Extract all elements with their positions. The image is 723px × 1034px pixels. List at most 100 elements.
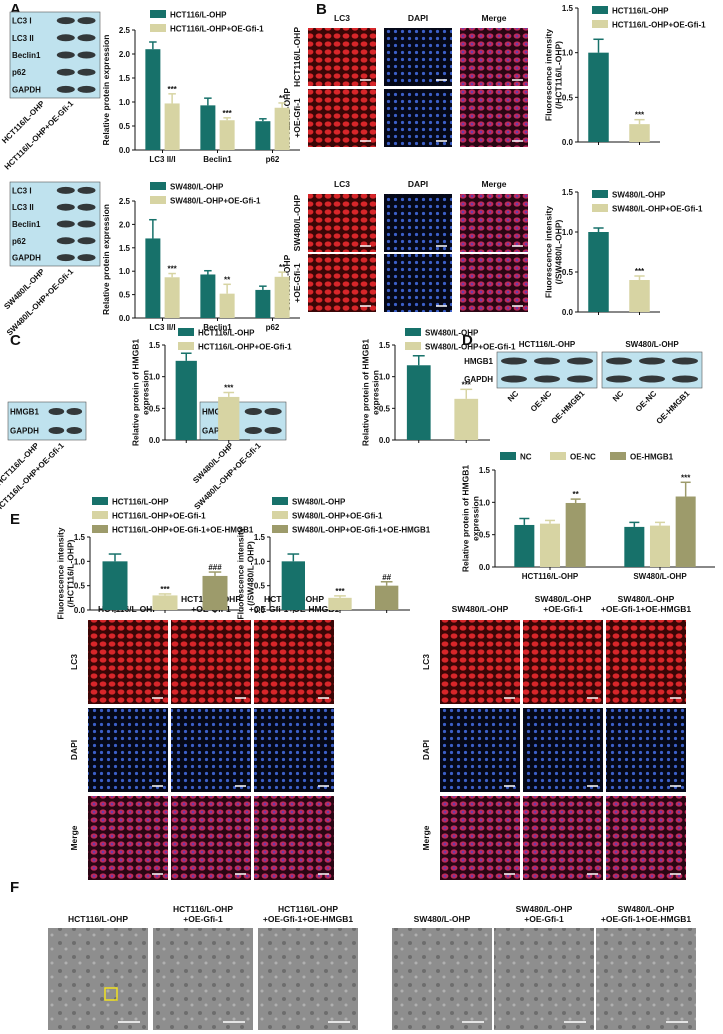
legend-label: NC xyxy=(520,453,532,462)
significance-label: *** xyxy=(167,85,177,94)
bar xyxy=(675,496,696,567)
blot-row-label: HMGB1 xyxy=(202,408,231,417)
y-axis-label-group: Relative protein expression xyxy=(101,204,111,315)
bar xyxy=(200,274,216,318)
blot xyxy=(496,351,598,389)
micrograph-row-label: DAPI xyxy=(421,740,431,760)
significance-label: *** xyxy=(167,265,177,274)
micrograph-column-label-group: HCT116/L-OHP xyxy=(98,604,158,614)
y-axis-label: Relative protein of HMGB1 xyxy=(131,339,141,446)
y-tick-label: 1.0 xyxy=(379,373,391,382)
y-tick-label: 0.0 xyxy=(254,606,266,615)
blot-row-label: GAPDH xyxy=(464,375,493,384)
y-tick-label: 1.5 xyxy=(562,188,574,197)
y-axis-label-group: Relative protein of HMGB1 expression xyxy=(361,339,381,446)
legend-swatch xyxy=(272,497,288,505)
blot-lane-label: OE-HMGB1 xyxy=(655,389,692,426)
micrograph xyxy=(308,254,376,312)
blot-band xyxy=(77,220,96,228)
x-tick-label: p62 xyxy=(266,323,280,332)
micrograph xyxy=(606,620,686,704)
micrograph-row-label: LC3 xyxy=(421,654,431,670)
blot-band xyxy=(77,186,96,194)
legend-swatch xyxy=(592,190,608,198)
micrograph-row-label: LC3 xyxy=(69,654,79,670)
micrograph-column-label: DAPI xyxy=(408,179,428,189)
bar xyxy=(274,107,290,150)
micrograph xyxy=(308,89,376,147)
micrograph xyxy=(384,194,452,252)
tem-column-label: SW480/L-OHP xyxy=(516,904,573,914)
micrograph-column-label-group: SW480/L-OHP+OE-Gfi-1 xyxy=(535,594,592,614)
legend-label: SW480/L-OHP+OE-Gfi-1 xyxy=(170,197,261,206)
y-axis-label: (/HCT116/L-OHP) xyxy=(66,539,76,607)
y-tick-label: 1.0 xyxy=(562,228,574,237)
y-axis-label: Fluorescence intensity xyxy=(544,29,554,121)
blot-band xyxy=(56,254,75,262)
tem-column-label: +OE-Gfi-1 xyxy=(524,914,564,924)
legend-label: SW480/L-OHP xyxy=(425,329,479,338)
legend-swatch xyxy=(92,525,108,533)
blot-band xyxy=(606,357,632,365)
legend-label: SW480/L-OHP+OE-Gfi-1+OE-HMGB1 xyxy=(292,526,431,535)
y-axis-label: Relative protein expression xyxy=(101,34,111,145)
y-axis-label-group: Relative protein of HMGB1 expression xyxy=(131,339,151,446)
significance-label: *** xyxy=(635,267,645,276)
y-tick-label: 1.0 xyxy=(562,49,574,58)
bar xyxy=(539,523,561,567)
blot-lane-label: NC xyxy=(611,389,626,404)
y-tick-label: 0.5 xyxy=(379,404,391,413)
bar xyxy=(629,124,650,142)
micrograph xyxy=(460,194,528,252)
micrograph xyxy=(171,796,251,880)
x-tick-label: Beclin1 xyxy=(203,323,232,332)
y-tick-label: 0.5 xyxy=(74,582,86,591)
blot-band xyxy=(672,375,698,383)
y-axis-label-group: Fluorescence intensity (/HCT116/L-OHP) xyxy=(56,527,76,619)
blot-band xyxy=(56,34,75,42)
blot-band xyxy=(639,375,665,383)
y-tick-label: 1.0 xyxy=(119,98,131,107)
bar xyxy=(565,502,586,567)
micrograph-column-label: SW480/L-OHP xyxy=(535,594,592,604)
legend-label: HCT116/L-OHP+OE-Gfi-1 xyxy=(112,512,206,521)
micrograph-column-label-group: LC3 xyxy=(334,13,350,23)
micrograph xyxy=(523,708,603,792)
legend-swatch xyxy=(272,511,288,519)
bar xyxy=(200,105,216,150)
bar xyxy=(255,289,271,318)
tem-column-label: SW480/L-OHP xyxy=(414,914,471,924)
y-tick-label: 0.5 xyxy=(149,404,161,413)
significance-label: ## xyxy=(382,573,391,582)
significance-label: *** xyxy=(462,380,472,389)
bar xyxy=(514,524,535,567)
bar xyxy=(152,595,178,610)
blot xyxy=(601,351,703,389)
y-tick-label: 2.5 xyxy=(119,26,131,35)
micrograph xyxy=(254,620,334,704)
blot-band xyxy=(534,375,560,383)
tem-column-label-group: SW480/L-OHP+OE-Gfi-1 xyxy=(516,904,573,924)
bar xyxy=(281,561,305,610)
y-tick-label: 1.5 xyxy=(149,341,161,350)
blot-row-label: Beclin1 xyxy=(12,220,41,229)
y-tick-label: 2.5 xyxy=(119,197,131,206)
tem-column-label-group: HCT116/L-OHP+OE-Gfi-1+OE-HMGB1 xyxy=(263,904,353,924)
blot-band xyxy=(244,408,262,415)
bar xyxy=(375,585,399,610)
bar xyxy=(164,277,180,318)
blot-band xyxy=(77,17,96,25)
bar xyxy=(629,280,650,312)
micrograph-row-label: HCT116/L-OHP xyxy=(292,27,302,87)
micrograph-row-label: DAPI xyxy=(69,740,79,760)
blot-band xyxy=(77,68,96,76)
significance-label: ### xyxy=(208,563,222,572)
micrograph-column-label: LC3 xyxy=(334,13,350,23)
blot-lane-label: OE-NC xyxy=(634,389,659,414)
y-axis-label-group: Fluorescence intensity (/HCT116/L-OHP) xyxy=(544,29,564,121)
panel-letter: C xyxy=(10,332,21,349)
blot-band xyxy=(56,51,75,59)
y-tick-label: 0.5 xyxy=(562,268,574,277)
legend-label: HCT116/L-OHP+OE-Gfi-1+OE-HMGB1 xyxy=(112,526,254,535)
micrograph-column-label: LC3 xyxy=(334,179,350,189)
